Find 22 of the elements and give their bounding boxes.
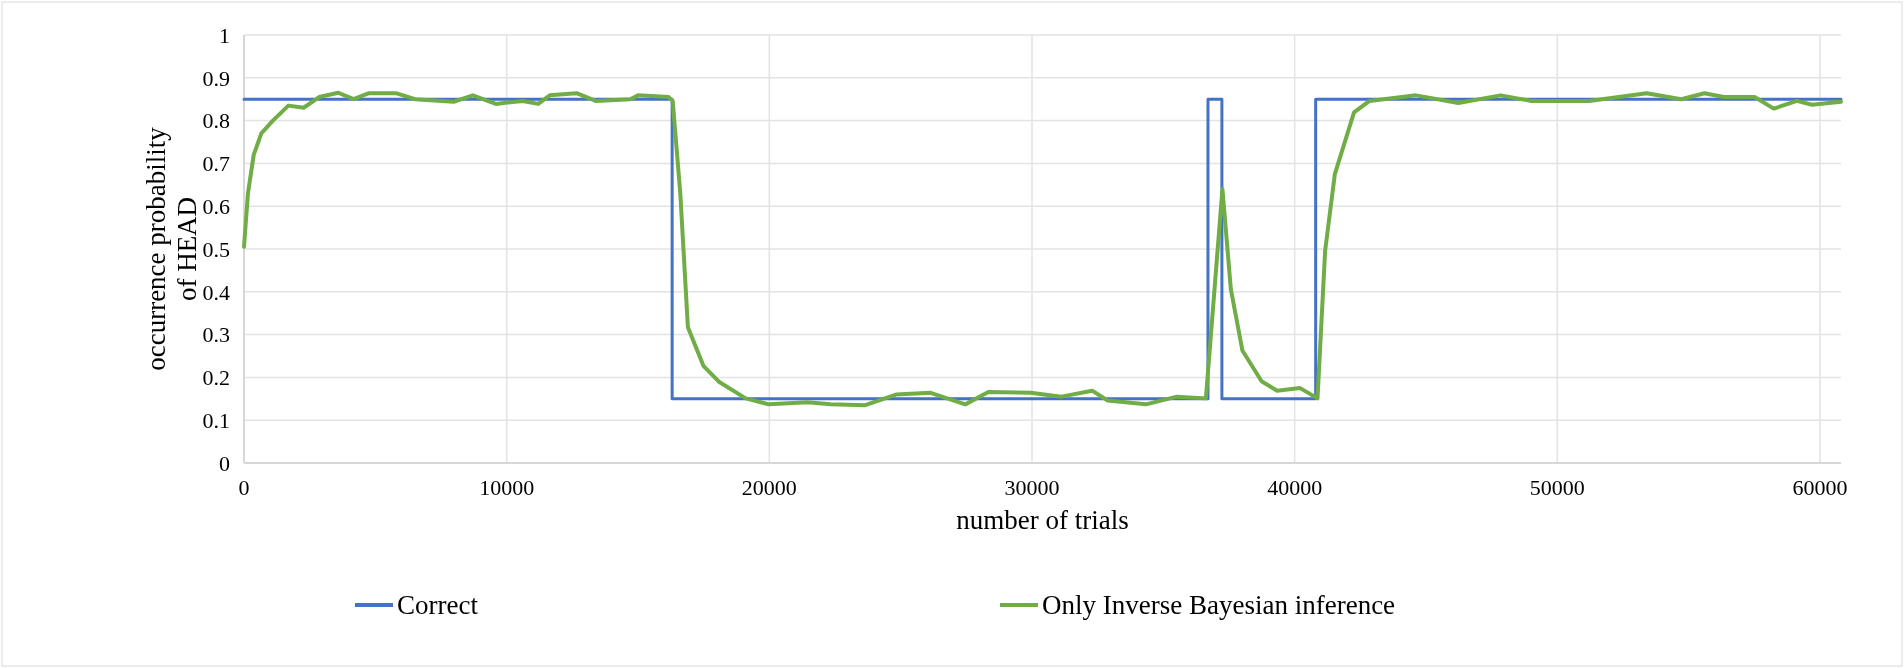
y-tick-label: 0.9: [202, 65, 230, 91]
legend-label: Correct: [397, 590, 479, 621]
y-tick-label: 0.3: [202, 322, 230, 348]
y-tick-label: 0.2: [202, 365, 230, 391]
y-tick-label: 0.1: [202, 407, 230, 433]
y-tick-label: 0.4: [202, 279, 230, 305]
x-tick-label: 20000: [741, 475, 797, 500]
x-tick-label: 30000: [1004, 475, 1060, 500]
x-tick-label: 50000: [1529, 475, 1585, 500]
y-tick-label: 1: [219, 22, 230, 48]
y-tick-label: 0.6: [202, 193, 230, 219]
y-axis-title: occurrence probability of HEAD: [140, 126, 202, 371]
y-tick-label: 0.7: [202, 151, 230, 177]
x-tick-label: 10000: [479, 475, 535, 500]
y-tick-label: 0.8: [202, 108, 230, 134]
legend-label: Only Inverse Bayesian inference: [1042, 590, 1396, 621]
y-tick-label: 0: [219, 450, 230, 476]
x-axis-title: number of trials: [956, 505, 1129, 535]
x-tick-label: 40000: [1267, 475, 1323, 500]
y-tick-label: 0.5: [202, 236, 230, 262]
x-tick-label: 60000: [1792, 475, 1848, 500]
x-tick-label: 0: [238, 475, 250, 500]
